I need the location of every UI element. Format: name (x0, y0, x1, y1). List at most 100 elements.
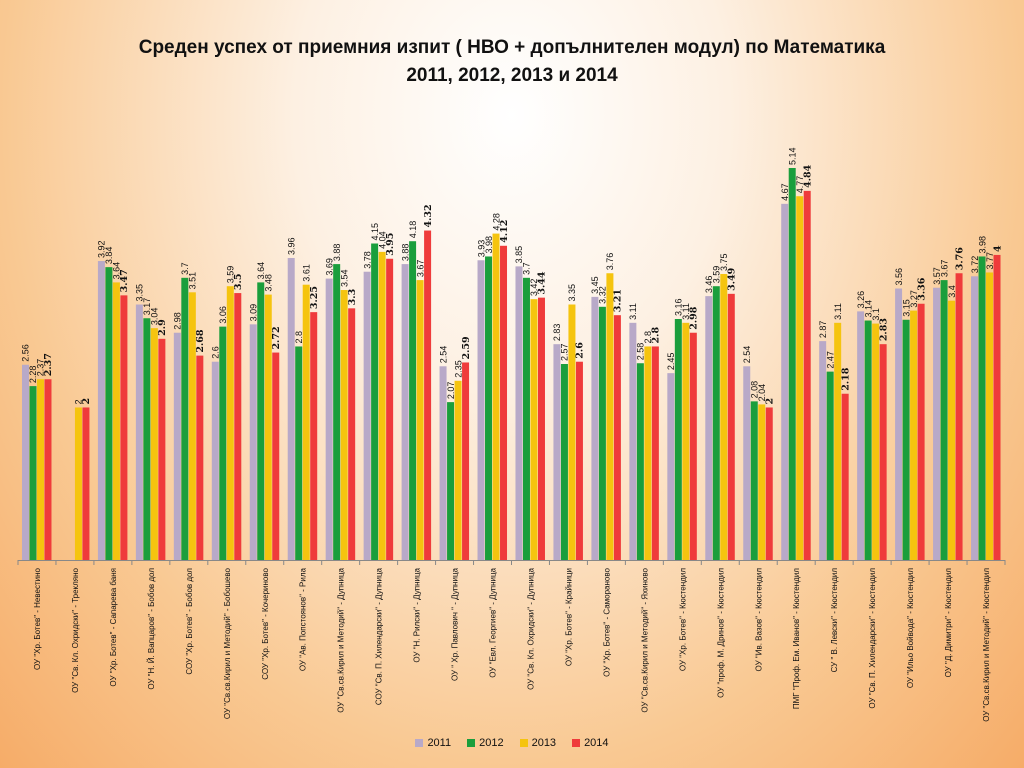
category-label: СОУ "Хр. Ботев" - Бобов дол (185, 568, 194, 675)
data-label: 3.25 (309, 286, 320, 309)
bar-2014 (955, 273, 963, 560)
bar-2011 (401, 264, 409, 560)
data-label: 3.48 (264, 274, 274, 292)
bar-2012 (674, 319, 682, 560)
data-label: 3.32 (598, 286, 608, 304)
bar-2013 (416, 280, 424, 560)
bar-2012 (560, 364, 568, 560)
bar-2012 (29, 386, 37, 560)
bar-2013 (492, 233, 500, 560)
data-label: 2.04 (757, 384, 767, 402)
legend-label: 2012 (479, 737, 504, 749)
bar-2012 (940, 280, 948, 560)
category-label: ОУ "Св. Кл. Охридски" - Дупница (526, 567, 535, 689)
data-label: 3.11 (833, 303, 843, 320)
data-label: 3.67 (939, 260, 949, 278)
data-label: 3.95 (385, 233, 396, 256)
data-label: 3.61 (301, 264, 311, 282)
bar-2013 (226, 286, 234, 560)
data-label: 2.45 (666, 353, 676, 371)
bar-2011 (477, 260, 485, 560)
bar-2013 (378, 251, 386, 560)
data-label: 3.06 (218, 306, 228, 324)
category-label: ПМГ "Проф. Ем. Иванов" - Кюстендил (792, 568, 801, 709)
bar-2012 (447, 402, 455, 560)
legend-label: 2013 (531, 737, 557, 749)
category-label: ОУ "Св. Кл. Охридски" - Трекляно (71, 567, 80, 692)
data-label: 5.14 (787, 147, 797, 165)
bar-2014 (424, 230, 432, 560)
category-label: ОУ "Св. П. Хилендарски" - Кюстендил (868, 568, 877, 709)
bar-2013 (910, 310, 918, 560)
bar-2013 (834, 322, 842, 560)
data-label: 3.36 (916, 277, 927, 301)
bar-2014 (158, 338, 166, 560)
data-label: 3.56 (894, 268, 904, 286)
data-label: 2.8 (643, 331, 653, 344)
data-label: 3.7 (522, 262, 532, 275)
data-label: 2.57 (560, 343, 570, 361)
bar-2011 (781, 203, 789, 560)
bar-2011 (21, 364, 29, 560)
data-label: 3.98 (977, 236, 987, 254)
data-label: 3.88 (400, 244, 410, 262)
bar-2013 (454, 380, 462, 560)
data-label: 2.9 (157, 319, 168, 336)
data-label: 4.84 (802, 164, 813, 188)
data-label: 3.46 (704, 276, 714, 294)
bar-2014 (803, 190, 811, 560)
bar-2011 (211, 361, 219, 560)
data-label: 3.59 (712, 266, 722, 284)
bar-2012 (371, 243, 379, 560)
chart-title: Среден успех от приемния изпит ( НВО + д… (0, 34, 1024, 90)
data-label: 3.85 (514, 246, 524, 264)
data-label: 2.56 (21, 344, 31, 362)
data-label: 2.87 (818, 321, 828, 339)
data-label: 3.76 (954, 247, 965, 271)
data-label: 3.26 (856, 291, 866, 309)
bar-2013 (948, 300, 956, 560)
bar-2012 (712, 286, 720, 560)
data-label: 3.64 (256, 262, 266, 280)
data-label: 3.84 (104, 247, 114, 265)
bar-2013 (112, 282, 120, 560)
bar-2013 (530, 299, 538, 560)
bar-2014 (575, 361, 583, 560)
data-label: 4.77 (795, 176, 805, 194)
bar-2011 (173, 332, 181, 560)
data-label: 3.16 (674, 298, 684, 316)
bar-2012 (295, 346, 303, 560)
category-label: ОУ "Св.св.Кирил и Методий" - Дупница (337, 567, 346, 712)
data-label: 3.88 (332, 244, 342, 262)
bar-2013 (720, 274, 728, 560)
data-label: 2.37 (36, 359, 46, 377)
data-label: 2.6 (211, 346, 221, 359)
bar-2014 (651, 346, 659, 560)
bar-2014 (500, 245, 508, 560)
bar-2013 (606, 273, 614, 560)
data-label: 3.21 (613, 289, 624, 312)
data-label: 2.08 (750, 381, 760, 399)
bar-2012 (978, 256, 986, 560)
legend-swatch (519, 739, 528, 747)
data-label: 3.69 (324, 258, 334, 276)
category-label: ОУ "Н. Рилски" - Дупница (413, 567, 422, 662)
legend-swatch (572, 739, 581, 747)
data-label: 2 (81, 398, 92, 405)
legend-item-2011: 2011 (415, 737, 451, 749)
data-label: 3.14 (863, 300, 873, 318)
data-label: 3.27 (909, 290, 919, 308)
data-label: 3.4 (947, 285, 957, 298)
data-label: 3.57 (932, 267, 942, 285)
bar-2012 (902, 319, 910, 560)
bar-2011 (743, 366, 751, 560)
bar-2012 (333, 264, 341, 560)
bar-2012 (181, 277, 189, 560)
data-label: 3.98 (484, 236, 494, 254)
bar-2012 (788, 168, 796, 560)
data-label: 4.32 (423, 204, 434, 227)
data-label: 2.59 (461, 336, 472, 360)
data-label: 3.15 (901, 299, 911, 317)
category-label: ОУ "Хр. Ботев" - Невестино (33, 567, 42, 670)
bar-2012 (750, 401, 758, 560)
